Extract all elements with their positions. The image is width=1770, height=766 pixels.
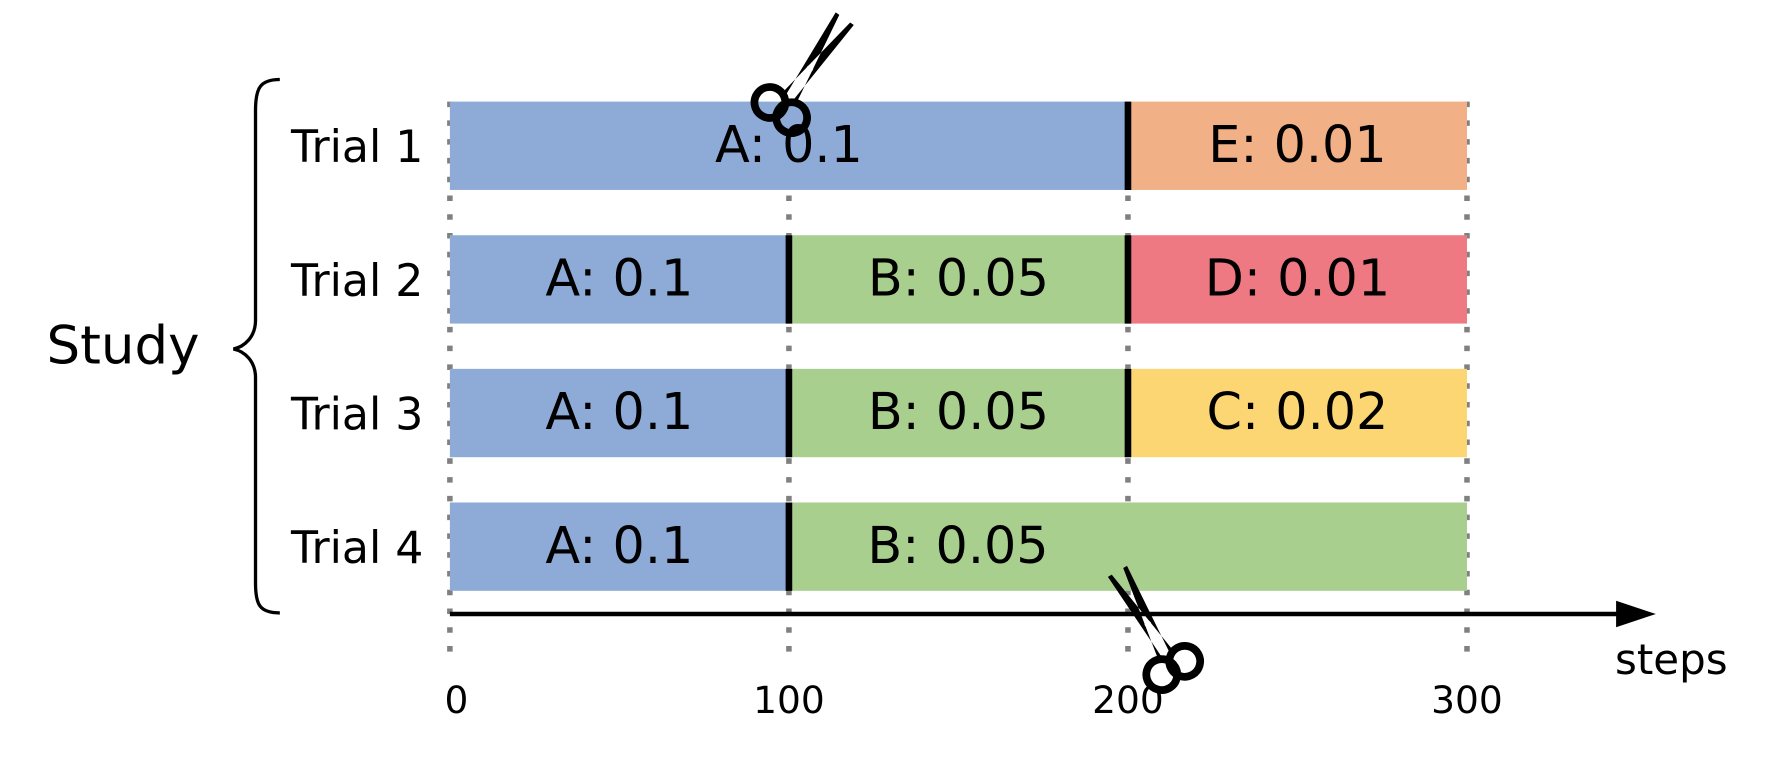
segment-label: A: 0.1 [545, 516, 693, 575]
segment [788, 368, 1128, 458]
axis-arrow [1616, 600, 1656, 628]
segment [449, 502, 789, 591]
segment-label: E: 0.01 [1208, 115, 1386, 174]
segment [1127, 368, 1467, 458]
tick-labels: 0 100 200 300 [445, 678, 1503, 722]
segment [788, 235, 1128, 324]
brace [233, 77, 280, 615]
segment-label: D: 0.01 [1205, 249, 1390, 308]
trial-label: Trial 1 [290, 122, 423, 173]
tick-label: 0 [445, 678, 469, 722]
trial-label: Trial 3 [290, 389, 423, 440]
segment [449, 101, 1128, 190]
scissors-icon [750, 12, 854, 138]
tick-label: 300 [1431, 678, 1503, 722]
segment-label: A: 0.1 [545, 249, 693, 308]
bars: Trial 1 A: 0.1 E: 0.01 Trial 2 A: 0.1 B: 0.05… [290, 101, 1467, 591]
segment-label: B: 0.05 [868, 382, 1049, 441]
segment [1127, 101, 1467, 190]
trial-label: Trial 4 [290, 523, 423, 574]
segment [449, 368, 789, 458]
scissors-icon [1107, 565, 1205, 694]
trial-label: Trial 2 [290, 256, 423, 307]
group-label: Study [46, 316, 199, 377]
segment-label: A: 0.1 [715, 115, 863, 174]
axis-label: steps [1615, 635, 1728, 684]
segment-label: C: 0.02 [1207, 382, 1389, 441]
tick-label: 100 [753, 678, 825, 722]
segment-label: B: 0.05 [867, 516, 1048, 575]
segment [1127, 235, 1467, 324]
segment-label: B: 0.05 [868, 249, 1049, 308]
segment-label: A: 0.1 [545, 382, 693, 441]
segment [449, 235, 789, 324]
